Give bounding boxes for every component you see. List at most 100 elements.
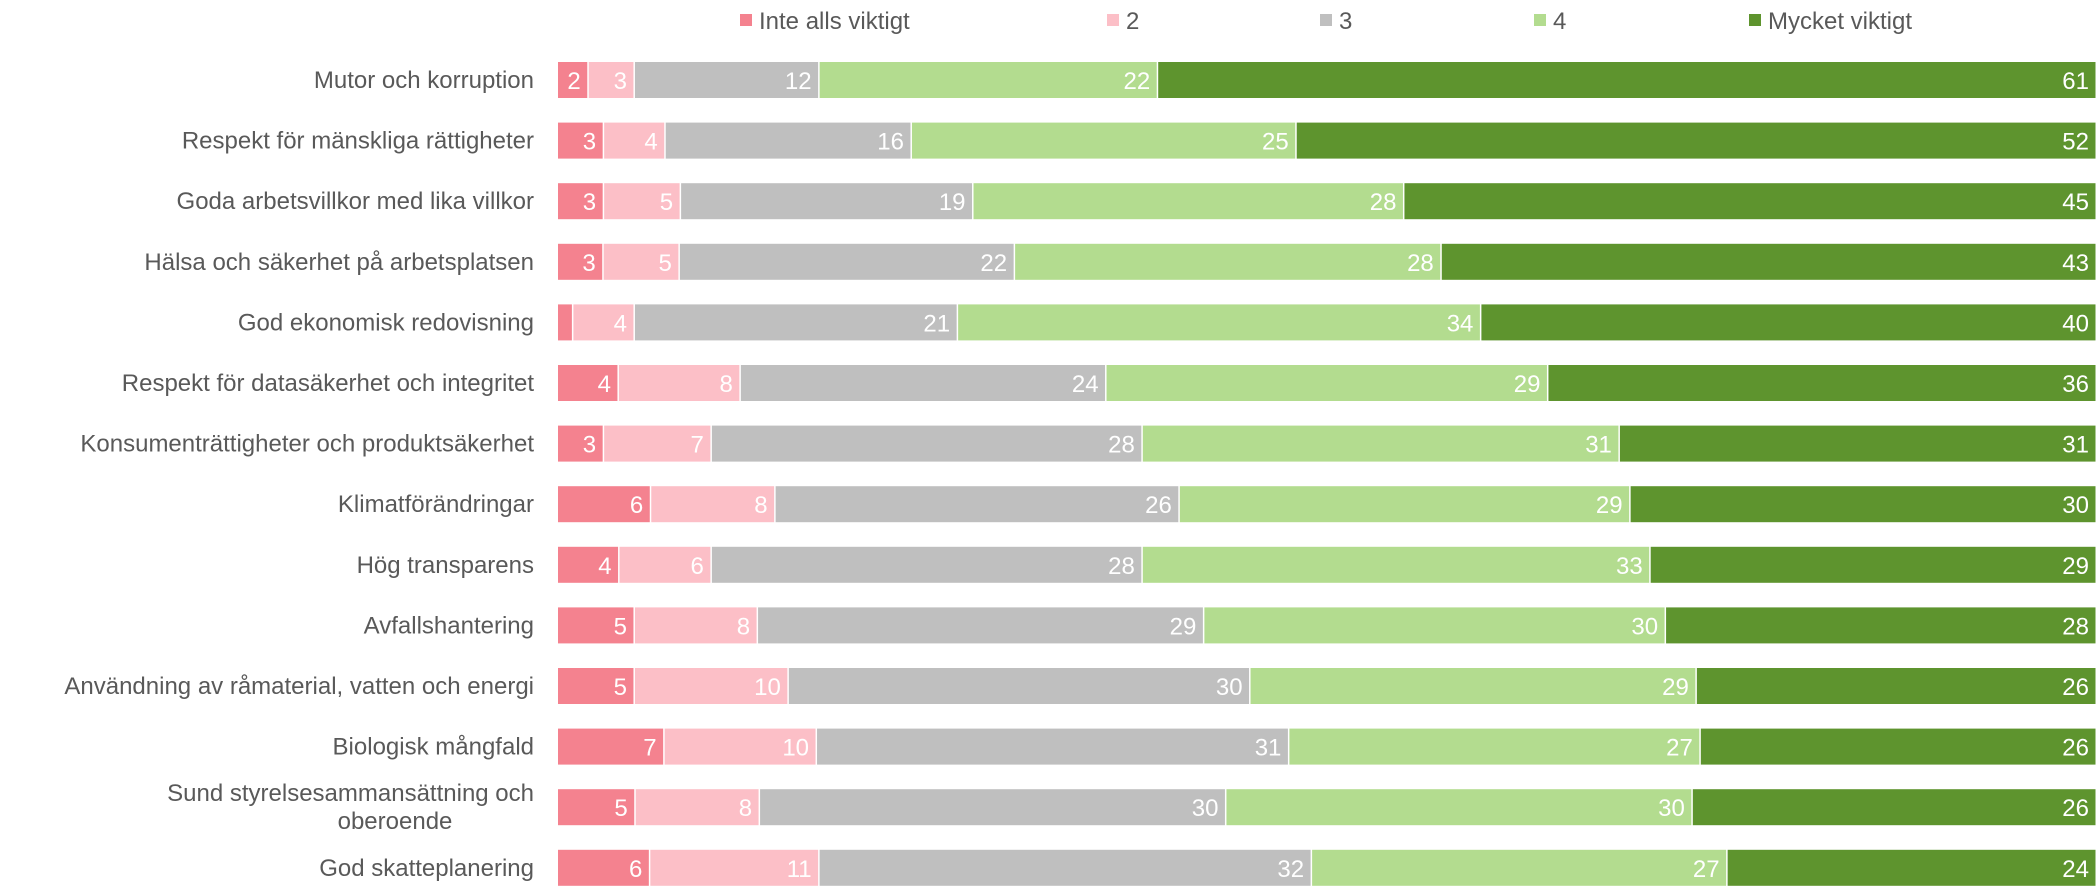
bar-halsa-och-sakerhet-pa-arbetsplatsen-series-5 [1441,243,2096,280]
value-label-respekt-for-datasakerhet-och-integritet-series-1: 4 [598,371,611,398]
bar-avfallshantering-series-3 [758,607,1203,644]
value-label-avfallshantering-series-4: 30 [1631,613,1658,640]
value-label-klimatforandringar-series-1: 6 [630,492,643,519]
bars [558,62,2096,886]
value-label-halsa-och-sakerhet-pa-arbetsplatsen-series-1: 3 [582,250,595,277]
value-label-hog-transparens-series-1: 4 [598,553,611,580]
bar-biologisk-mangfald-series-2 [664,728,816,765]
bar-anvandning-av-ramaterial-vatten-och-energi-series-4 [1250,668,1696,704]
value-label-avfallshantering-series-3: 29 [1170,613,1197,640]
bar-hog-transparens-series-5 [1650,546,2096,583]
value-label-mutor-och-korruption-series-3: 12 [785,68,812,95]
bar-avfallshantering-series-2 [634,607,757,644]
value-label-avfallshantering-series-1: 5 [614,613,627,640]
bar-biologisk-mangfald-series-4 [1289,728,1700,765]
value-label-respekt-for-manskliga-rattigheter-series-3: 16 [877,129,904,156]
bar-konsumentrattigheter-och-produktsakerhet-series-2 [604,425,711,462]
bar-anvandning-av-ramaterial-vatten-och-energi-series-2 [634,668,788,704]
value-label-konsumentrattigheter-och-produktsakerhet-series-4: 31 [1585,432,1612,459]
bar-god-ekonomisk-redovisning-series-1 [558,304,572,341]
category-label-klimatforandringar: Klimatförändringar [338,491,534,518]
bar-respekt-for-manskliga-rattigheter-series-3 [665,122,911,159]
bar-sund-styrelsesammansattning-och-oberoende-series-1 [558,789,635,826]
value-label-respekt-for-datasakerhet-och-integritet-series-3: 24 [1072,371,1099,398]
bar-god-ekonomisk-redovisning-series-5 [1481,304,2096,341]
legend: Inte alls viktigt 2 3 4 Mycket viktigt [740,8,1912,35]
bar-god-ekonomisk-redovisning-series-3 [634,304,957,341]
bar-avfallshantering-series-1 [558,607,634,644]
value-label-konsumentrattigheter-och-produktsakerhet-series-3: 28 [1108,432,1135,459]
bar-klimatforandringar-series-1 [558,486,650,523]
value-label-god-skatteplanering-series-1: 6 [629,856,642,883]
bar-halsa-och-sakerhet-pa-arbetsplatsen-series-1 [558,243,603,280]
value-label-sund-styrelsesammansattning-och-oberoende-series-4: 30 [1658,795,1685,822]
value-label-konsumentrattigheter-och-produktsakerhet-series-1: 3 [583,432,596,459]
value-label-klimatforandringar-series-3: 26 [1145,492,1172,519]
bar-sund-styrelsesammansattning-och-oberoende-series-5 [1692,789,2096,826]
legend-swatch-5 [1749,14,1761,26]
bar-goda-arbetsvillkor-med-lika-villkor-series-3 [681,183,973,220]
value-label-mutor-och-korruption-series-4: 22 [1124,68,1151,95]
bar-mutor-och-korruption-series-4 [819,62,1157,98]
value-label-halsa-och-sakerhet-pa-arbetsplatsen-series-4: 28 [1407,250,1434,277]
bar-biologisk-mangfald-series-1 [558,728,664,765]
value-label-goda-arbetsvillkor-med-lika-villkor-series-3: 19 [939,189,966,216]
legend-label-5: Mycket viktigt [1768,8,1912,35]
category-label-god-ekonomisk-redovisning: God ekonomisk redovisning [238,309,534,336]
value-label-god-skatteplanering-series-5: 24 [2062,856,2089,883]
bar-klimatforandringar-series-5 [1630,486,2096,523]
bar-hog-transparens-series-1 [558,546,619,583]
bar-hog-transparens-series-3 [711,546,1142,583]
value-label-respekt-for-manskliga-rattigheter-series-2: 4 [644,129,657,156]
bar-god-skatteplanering-series-4 [1312,849,1727,886]
bar-sund-styrelsesammansattning-och-oberoende-series-2 [635,789,759,826]
bar-anvandning-av-ramaterial-vatten-och-energi-series-1 [558,668,634,704]
category-label-biologisk-mangfald: Biologisk mångfald [333,734,534,761]
value-label-biologisk-mangfald-series-3: 31 [1255,735,1282,762]
bar-konsumentrattigheter-och-produktsakerhet-series-3 [711,425,1142,462]
value-label-konsumentrattigheter-och-produktsakerhet-series-5: 31 [2062,432,2089,459]
value-label-respekt-for-manskliga-rattigheter-series-5: 52 [2062,129,2089,156]
value-label-mutor-och-korruption-series-5: 61 [2062,68,2089,95]
bar-respekt-for-datasakerhet-och-integritet-series-4 [1106,365,1547,401]
value-label-mutor-och-korruption-series-1: 2 [567,68,580,95]
value-label-halsa-och-sakerhet-pa-arbetsplatsen-series-5: 43 [2062,250,2089,277]
value-label-klimatforandringar-series-4: 29 [1596,492,1623,519]
category-label-halsa-och-sakerhet-pa-arbetsplatsen: Hälsa och säkerhet på arbetsplatsen [144,249,534,276]
bar-klimatforandringar-series-4 [1179,486,1630,523]
category-label-anvandning-av-ramaterial-vatten-och-energi: Användning av råmaterial, vatten och ene… [64,673,534,700]
value-label-respekt-for-datasakerhet-och-integritet-series-5: 36 [2062,371,2089,398]
value-label-goda-arbetsvillkor-med-lika-villkor-series-2: 5 [660,189,673,216]
bar-god-ekonomisk-redovisning-series-2 [573,304,634,341]
bar-respekt-for-datasakerhet-och-integritet-series-3 [740,365,1106,401]
value-label-sund-styrelsesammansattning-och-oberoende-series-1: 5 [614,795,627,822]
value-label-anvandning-av-ramaterial-vatten-och-energi-series-1: 5 [614,674,627,701]
category-label-respekt-for-datasakerhet-och-integritet: Respekt för datasäkerhet och integritet [122,370,535,397]
bar-god-skatteplanering-series-5 [1727,849,2096,886]
value-label-halsa-och-sakerhet-pa-arbetsplatsen-series-2: 5 [659,250,672,277]
bar-goda-arbetsvillkor-med-lika-villkor-series-5 [1404,183,2096,220]
value-label-goda-arbetsvillkor-med-lika-villkor-series-5: 45 [2062,189,2089,216]
bar-respekt-for-datasakerhet-och-integritet-series-2 [618,365,740,401]
value-label-hog-transparens-series-4: 33 [1616,553,1643,580]
category-labels: Mutor och korruption Respekt för mänsklig… [64,67,534,882]
value-label-anvandning-av-ramaterial-vatten-och-energi-series-4: 29 [1662,674,1689,701]
legend-label-3: 3 [1339,8,1352,35]
bar-mutor-och-korruption-series-2 [588,62,634,98]
value-label-god-ekonomisk-redovisning-series-2: 4 [614,310,627,337]
bar-sund-styrelsesammansattning-och-oberoende-series-3 [760,789,1225,826]
bar-halsa-och-sakerhet-pa-arbetsplatsen-series-4 [1015,243,1441,280]
value-label-mutor-och-korruption-series-2: 3 [614,68,627,95]
value-label-anvandning-av-ramaterial-vatten-och-energi-series-5: 26 [2062,674,2089,701]
value-label-sund-styrelsesammansattning-och-oberoende-series-3: 30 [1192,795,1219,822]
value-label-anvandning-av-ramaterial-vatten-och-energi-series-3: 30 [1216,674,1243,701]
bar-avfallshantering-series-5 [1666,607,2096,644]
bar-respekt-for-datasakerhet-och-integritet-series-1 [558,365,618,401]
bar-hog-transparens-series-2 [619,546,711,583]
value-label-hog-transparens-series-3: 28 [1108,553,1135,580]
bar-halsa-och-sakerhet-pa-arbetsplatsen-series-3 [679,243,1014,280]
category-label-respekt-for-manskliga-rattigheter: Respekt för mänskliga rättigheter [182,128,534,155]
bar-konsumentrattigheter-och-produktsakerhet-series-4 [1142,425,1619,462]
value-label-god-skatteplanering-series-2: 11 [787,856,812,883]
